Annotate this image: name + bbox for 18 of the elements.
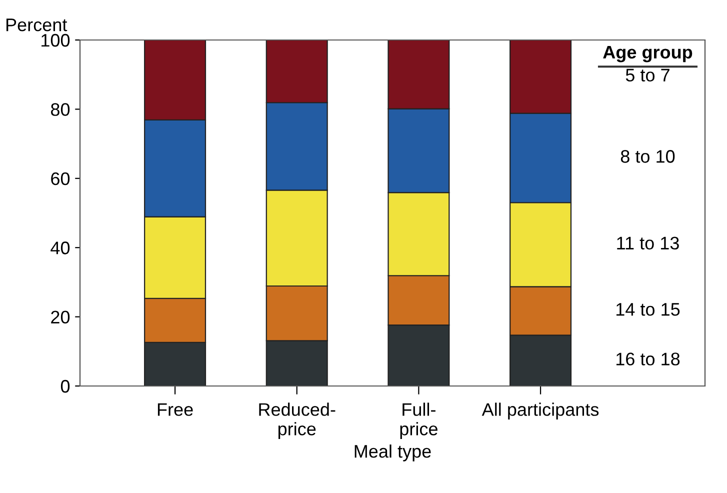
x-tick-label: All participants: [482, 402, 599, 420]
y-axis-title: Percent: [6, 18, 68, 32]
text: 11 to 13: [617, 236, 679, 250]
y-tick-label: 40: [50, 242, 70, 254]
text: 16 to 18: [616, 352, 680, 366]
x-tick-label: Free: [158, 403, 193, 416]
legend-title: Age group: [603, 46, 692, 62]
y-tick-label: 60: [51, 172, 70, 186]
text: 8 to 10: [620, 150, 675, 163]
x-tick-label: Full- price: [400, 402, 438, 439]
x-axis-title: Meal type: [354, 444, 431, 462]
y-tick-label: 80: [50, 103, 70, 116]
y-tick-label: 0: [60, 380, 70, 393]
x-tick-label: Reduced- price: [259, 402, 336, 439]
text: 5 to 7: [626, 68, 670, 82]
text: 14 to 15: [616, 303, 680, 316]
y-tick-label: 20: [51, 310, 70, 324]
y-tick-label: 100: [42, 34, 70, 47]
